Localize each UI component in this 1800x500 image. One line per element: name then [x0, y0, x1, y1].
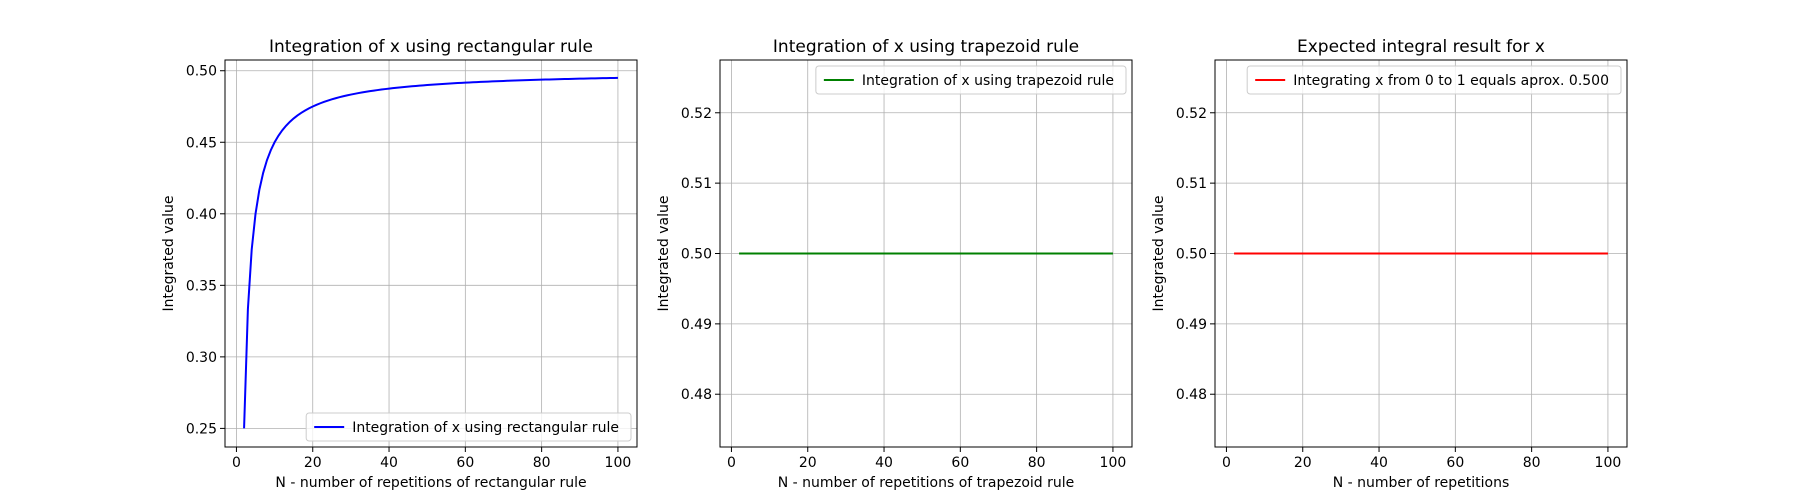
y-tick-label: 0.52: [681, 106, 712, 122]
chart-title: Integration of x using rectangular rule: [269, 37, 593, 57]
x-tick-label: 60: [1446, 455, 1464, 471]
legend: Integration of x using trapezoid rule: [815, 65, 1127, 95]
y-axis-label: Integrated value: [1151, 195, 1167, 311]
chart-title: Expected integral result for x: [1297, 37, 1545, 57]
x-tick-label: 80: [1028, 455, 1046, 471]
chart-title: Integration of x using trapezoid rule: [773, 37, 1079, 57]
y-tick-label: 0.25: [186, 421, 217, 437]
x-tick-label: 100: [1100, 455, 1127, 471]
legend-label: Integrating x from 0 to 1 equals aprox. …: [1293, 73, 1609, 89]
y-tick-label: 0.30: [186, 350, 217, 366]
ticks: 0 20 40 60 80 100 0.48 0.49 0.50 0.51 0.52: [681, 106, 1126, 471]
x-tick-label: 20: [799, 455, 817, 471]
y-tick-label: 0.52: [1176, 106, 1207, 122]
y-tick-label: 0.35: [186, 278, 217, 294]
legend: Integration of x using rectangular rule: [305, 412, 632, 442]
x-tick-label: 60: [951, 455, 969, 471]
y-axis-label: Integrated value: [656, 195, 672, 311]
y-tick-label: 0.50: [186, 64, 217, 80]
x-tick-label: 40: [1370, 455, 1388, 471]
panel-expected: Expected integral result for x N - numbe…: [1151, 37, 1628, 491]
series-lines: [243, 76, 618, 429]
x-tick-label: 0: [727, 455, 736, 471]
x-tick-label: 40: [380, 455, 398, 471]
y-tick-label: 0.40: [186, 207, 217, 223]
y-tick-label: 0.48: [1176, 387, 1207, 403]
x-tick-label: 20: [1294, 455, 1312, 471]
x-axis-label: N - number of repetitions of rectangular…: [275, 475, 586, 491]
legend-label: Integration of x using rectangular rule: [352, 420, 619, 436]
plot-frame: [224, 59, 638, 448]
y-tick-label: 0.45: [186, 135, 217, 151]
y-tick-label: 0.51: [1176, 176, 1207, 192]
legend-box: [815, 65, 1127, 95]
x-tick-label: 100: [605, 455, 632, 471]
x-axis-label: N - number of repetitions: [1333, 475, 1510, 491]
legend-label: Integration of x using trapezoid rule: [862, 73, 1114, 89]
legend: Integrating x from 0 to 1 equals aprox. …: [1246, 65, 1622, 95]
panel-trapezoid: Integration of x using trapezoid rule N …: [656, 37, 1133, 491]
x-axis-label: N - number of repetitions of trapezoid r…: [778, 475, 1075, 491]
y-axis-label: Integrated value: [161, 195, 177, 311]
legend-box: [305, 412, 632, 442]
x-tick-label: 80: [533, 455, 551, 471]
x-tick-label: 40: [875, 455, 893, 471]
series-line: [243, 76, 618, 429]
x-tick-label: 0: [232, 455, 241, 471]
x-tick-label: 100: [1595, 455, 1622, 471]
x-tick-label: 80: [1523, 455, 1541, 471]
grid: [225, 60, 637, 447]
x-tick-label: 20: [304, 455, 322, 471]
y-tick-label: 0.51: [681, 176, 712, 192]
ticks: 0 20 40 60 80 100 0.25 0.30 0.35 0.40 0.45 0.50: [186, 64, 631, 471]
y-tick-label: 0.49: [681, 317, 712, 333]
y-tick-label: 0.48: [681, 387, 712, 403]
panel-rectangular: Integration of x using rectangular rule …: [161, 37, 638, 491]
legend-box: [1246, 65, 1622, 95]
y-tick-label: 0.49: [1176, 317, 1207, 333]
y-tick-label: 0.50: [681, 247, 712, 263]
x-tick-label: 60: [456, 455, 474, 471]
ticks: 0 20 40 60 80 100 0.48 0.49 0.50 0.51 0.52: [1176, 106, 1621, 471]
y-tick-label: 0.50: [1176, 247, 1207, 263]
x-tick-label: 0: [1222, 455, 1231, 471]
